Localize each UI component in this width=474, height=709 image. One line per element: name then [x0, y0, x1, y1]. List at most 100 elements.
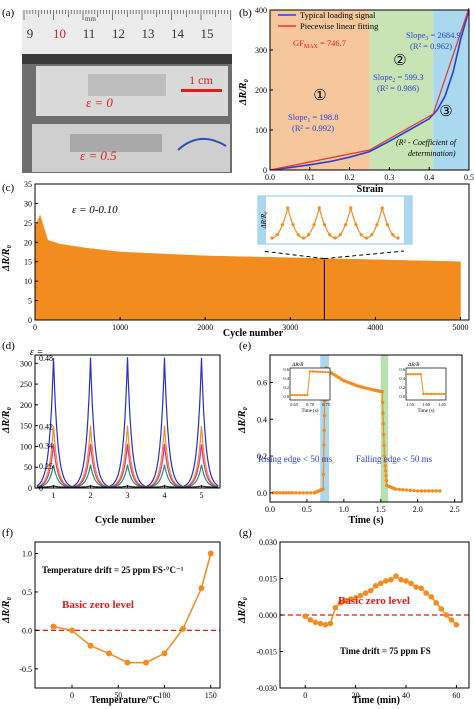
b-xtick-label: 0.3 — [384, 173, 394, 182]
b-ytick-label: 400 — [255, 6, 267, 15]
b-legend-label: Typical loading signal — [300, 10, 376, 20]
g-xtick-label: 20 — [352, 691, 360, 700]
d-xtick-label: 3 — [126, 491, 130, 500]
e-inset-left-point — [303, 393, 307, 397]
c-ytick-label: 30 — [24, 199, 32, 208]
e-xtick-label: 2.0 — [413, 505, 423, 514]
e-signal-point — [382, 432, 386, 437]
c-ytick-label: 15 — [24, 258, 32, 267]
e-signal-point — [412, 488, 416, 493]
e-signal-point — [322, 428, 326, 433]
g-series-point — [342, 597, 349, 604]
ruler-number: 12 — [112, 26, 125, 41]
f-xtick-label: 150 — [205, 691, 217, 700]
panel-label-b: (b) — [239, 7, 252, 19]
e-signal-point — [321, 458, 326, 462]
b-xlabel: Strain — [357, 184, 384, 195]
chart-c: 0 1000 2000 3000 4000 5000 0 5 10 15 20 25 30 35 — [24, 180, 470, 332]
g-series-point — [408, 580, 414, 587]
e-ylabel: ΔR/R₀ — [237, 407, 248, 434]
c-inset-point — [396, 236, 400, 240]
g-ytick-label: 0.015 — [259, 575, 277, 584]
c-inset-point — [296, 233, 300, 237]
e-inset-right-frame — [405, 367, 447, 401]
e-inset-left-point — [293, 393, 296, 397]
e-inset-right-point — [419, 373, 423, 376]
g-series-point — [352, 595, 359, 601]
e-inset-right-point — [406, 373, 410, 376]
f-series-point — [198, 585, 205, 592]
e-inset-left-ytick-label: 0.4 — [283, 376, 289, 381]
c-xtick-label: 2000 — [197, 323, 213, 332]
d-xtick-label: 4 — [163, 491, 167, 500]
c-annotation: ε = 0-0.10 — [72, 204, 118, 216]
e-inset-left-xlabel: Time (s) — [302, 409, 319, 414]
c-inset-point — [375, 223, 379, 227]
e-inset-right-point — [417, 373, 420, 376]
e-signal-point — [334, 374, 339, 378]
panel-label-f: (f) — [2, 527, 13, 539]
c-inset-point — [354, 223, 358, 227]
e-inset-left-point — [326, 371, 330, 374]
ruler-number: 15 — [201, 26, 214, 41]
e-signal-point — [332, 372, 336, 377]
e-inset-left-point — [306, 393, 309, 397]
e-rising-text: Rising edge < 50 ms — [258, 454, 333, 464]
g-series-point — [403, 578, 409, 584]
d-legend-title: ε = — [30, 347, 43, 358]
panel-f: (f) 0 50 100 150 -0.5 0.0 0.5 1.0 ΔR/R₀ Tempera… — [1, 527, 221, 706]
e-inset-left-point — [324, 370, 327, 374]
lead-wire — [177, 138, 227, 151]
c-inset-point — [364, 236, 369, 240]
c-zoom-lines — [261, 250, 405, 260]
e-signal-point — [401, 488, 405, 492]
b-region-label: ① — [313, 88, 326, 104]
f-series-point — [124, 659, 131, 666]
e-inset-left-point — [321, 370, 325, 374]
d-ytick-label: 200 — [20, 401, 32, 410]
f-series-point — [180, 625, 186, 632]
e-inset-left-xtick-label: 0.75 — [322, 402, 331, 407]
e-inset-right-point — [437, 392, 441, 396]
e-signal-point — [380, 400, 385, 405]
d-xtick-label: 5 — [200, 491, 204, 500]
e-xtick-label: 1.0 — [339, 505, 349, 514]
c-inset-point — [312, 223, 316, 227]
g-series-point — [362, 590, 369, 596]
b-slope3: Slope3 = 2684.9 — [406, 30, 461, 42]
g-series-point — [337, 600, 344, 606]
d-frame — [34, 354, 221, 489]
c-inset-band-right — [404, 196, 412, 244]
d-series-line — [36, 357, 219, 488]
b-region-label: ② — [393, 53, 406, 69]
d-ylabel: ΔR/R₀ — [1, 407, 12, 434]
e-ytick-label: 0.0 — [257, 489, 267, 498]
scale-bar — [181, 89, 222, 92]
d-xtick-label: 1 — [52, 491, 56, 500]
f-xlabel: Temperature/°C — [90, 695, 160, 706]
b-xtick-label: 0.0 — [265, 173, 275, 182]
e-signal-point — [397, 487, 401, 492]
e-inset-left-point — [298, 393, 301, 397]
e-inset-left-point — [295, 393, 299, 397]
g-series-point — [438, 606, 445, 612]
g-series-point — [428, 593, 435, 600]
b-slope2: Slope2 = 599.3 — [373, 72, 424, 84]
e-inset-left-point — [308, 370, 312, 373]
f-ytick-label: 0.0 — [22, 626, 32, 635]
panel-a: mm 9 10 11 12 13 14 15 1 cm ε = 0 ε = 0.5 (a) — [2, 7, 232, 173]
ruler-shadow — [22, 54, 232, 64]
b-gf-annotation: GFMAX = 746.7 — [293, 38, 346, 50]
c-inset-point — [307, 233, 311, 237]
g-series-point — [312, 619, 319, 626]
e-signal-point — [339, 377, 344, 381]
e-signal-point — [275, 491, 279, 495]
e-inset-left-point — [311, 370, 314, 373]
f-series-point — [207, 550, 214, 557]
f-series-point — [161, 650, 168, 657]
e-xlabel: Time (s) — [348, 515, 383, 526]
e-xtick-label: 0.5 — [302, 505, 312, 514]
e-signal-point — [438, 489, 442, 493]
